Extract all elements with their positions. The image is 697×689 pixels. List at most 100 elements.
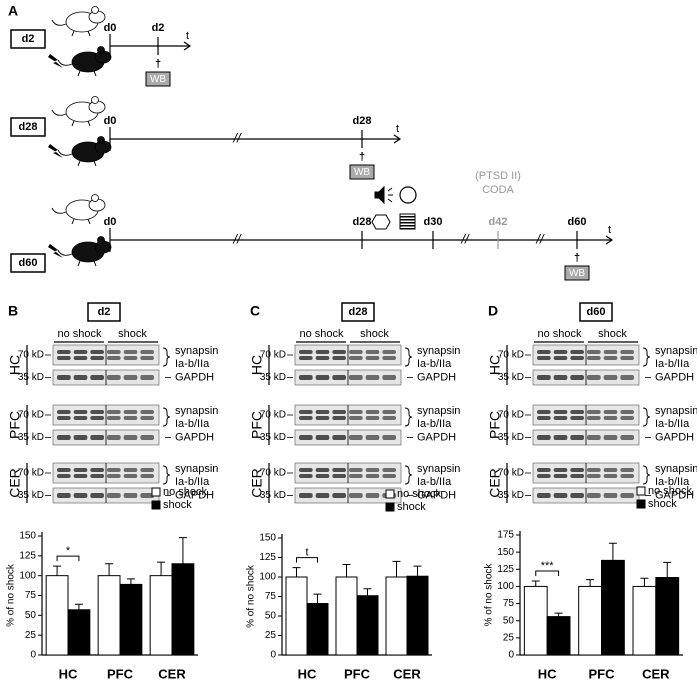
blot-band xyxy=(537,493,551,498)
axis-break: // xyxy=(232,130,242,145)
blot-band xyxy=(365,474,380,478)
protein-label: GAPDH xyxy=(417,431,456,443)
blot-band xyxy=(349,493,363,498)
blot-band xyxy=(73,416,88,420)
blot-band xyxy=(140,350,154,354)
bar xyxy=(306,603,329,656)
blot-band xyxy=(57,416,71,420)
protein-label: synapsin xyxy=(655,463,697,475)
y-tick-label: 50 xyxy=(503,615,515,626)
blot-band xyxy=(620,375,634,380)
blot-band xyxy=(620,416,634,420)
y-tick-label: 150 xyxy=(497,547,514,558)
x-tick-label: HC xyxy=(538,666,557,681)
blot-band xyxy=(553,356,568,360)
protein-label: Ia-b/IIa xyxy=(655,476,690,488)
error-bar xyxy=(608,542,617,561)
legend-swatch xyxy=(151,487,161,497)
error-bar xyxy=(313,593,322,604)
blot-band xyxy=(332,493,346,498)
bar xyxy=(149,575,173,656)
blot-band xyxy=(382,416,396,420)
blot-band xyxy=(73,435,88,440)
region-label: PFC xyxy=(249,411,265,439)
wb-label: WB xyxy=(569,268,585,279)
panel-letter: A xyxy=(8,3,18,19)
blot-band xyxy=(90,410,104,414)
significance-label: t xyxy=(305,547,308,559)
error-bar xyxy=(126,578,135,585)
protein-label: Ia-b/IIa xyxy=(175,358,210,370)
blot-band xyxy=(382,356,396,360)
blot-band xyxy=(365,350,380,354)
blot-band xyxy=(140,493,154,498)
significance-bracket xyxy=(296,557,318,563)
protein-label: Ia-b/IIa xyxy=(655,418,690,430)
blot-band xyxy=(587,375,601,380)
blot-band xyxy=(299,468,313,472)
marker-label: 70 kD xyxy=(18,350,44,361)
blot-band xyxy=(107,493,121,498)
protein-label: GAPDH xyxy=(417,489,456,501)
blot-band xyxy=(90,493,104,498)
bar xyxy=(171,563,195,656)
protein-label: Ia-b/IIa xyxy=(175,476,210,488)
blot-band xyxy=(57,356,71,360)
blot-band xyxy=(620,356,634,360)
y-tick-label: 125 xyxy=(19,550,36,561)
blot-band xyxy=(365,416,380,420)
protein-label: Ia-b/IIa xyxy=(417,418,452,430)
blot-band xyxy=(553,375,568,380)
lightning-icon xyxy=(48,244,63,258)
protein-label: synapsin xyxy=(655,345,697,357)
blot-band xyxy=(107,474,121,478)
blot-band xyxy=(315,410,330,414)
blot-band xyxy=(553,410,568,414)
blot-band xyxy=(123,468,138,472)
error-bar xyxy=(663,561,672,578)
bar xyxy=(67,609,91,656)
protein-label: synapsin xyxy=(175,405,218,417)
group-label: shock xyxy=(360,328,389,340)
legend-label: shock xyxy=(163,499,192,511)
x-tick-label: HC xyxy=(59,666,78,681)
blot-band xyxy=(365,375,380,380)
y-axis-label: % of no shock xyxy=(246,564,257,628)
blot-band xyxy=(570,435,584,440)
timeline-axis-label: t xyxy=(396,123,399,135)
region-label: CER xyxy=(249,468,265,498)
blot-band xyxy=(90,350,104,354)
blot-band xyxy=(299,410,313,414)
error-bar xyxy=(53,565,62,576)
y-tick-label: 125 xyxy=(259,552,276,563)
y-tick-label: 100 xyxy=(259,572,276,583)
blot-band xyxy=(553,350,568,354)
blot-band xyxy=(57,474,71,478)
blot-band xyxy=(587,410,601,414)
blot-band xyxy=(140,435,154,440)
blot-band xyxy=(349,416,363,420)
protein-label: synapsin xyxy=(417,345,460,357)
marker-label: 35 kD xyxy=(498,432,524,443)
protein-label: synapsin xyxy=(175,463,218,475)
group-label: no shock xyxy=(537,328,582,340)
blot-band xyxy=(553,435,568,440)
death-mark: † xyxy=(359,151,365,163)
blot-band xyxy=(587,474,601,478)
timeline-box xyxy=(10,117,46,137)
blot-band xyxy=(299,474,313,478)
blot-band xyxy=(537,416,551,420)
protein-label: Ia-b/IIa xyxy=(417,358,452,370)
blot-band xyxy=(570,356,584,360)
blot-band xyxy=(299,435,313,440)
bar xyxy=(632,585,657,656)
brace xyxy=(162,347,171,367)
y-tick-label: 25 xyxy=(265,630,277,641)
panel-letter: D xyxy=(488,303,498,319)
protein-label: GAPDH xyxy=(655,371,694,383)
blot-band xyxy=(620,410,634,414)
blot-band xyxy=(123,350,138,354)
marker-label: 70 kD xyxy=(498,410,524,421)
blot-band xyxy=(349,356,363,360)
blot-band xyxy=(587,468,601,472)
